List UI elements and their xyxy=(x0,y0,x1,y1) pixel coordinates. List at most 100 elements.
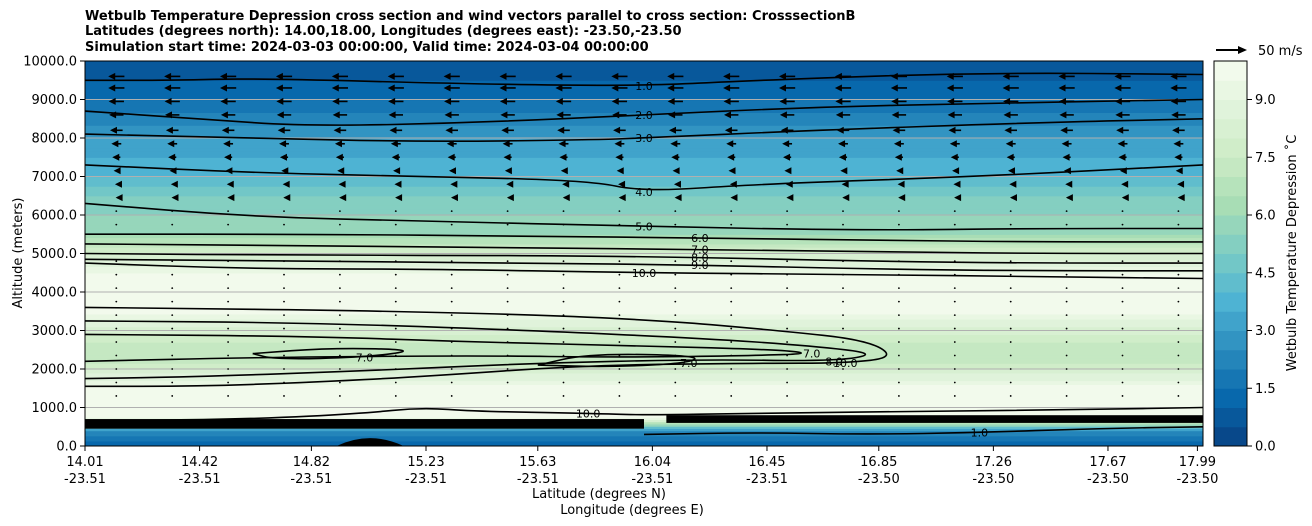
wind-vector xyxy=(109,111,124,119)
wind-vector xyxy=(331,72,349,80)
wind-vector-head xyxy=(1058,72,1066,80)
wind-vector-head xyxy=(611,84,619,92)
contour-lines: 1.02.03.04.05.06.07.08.09.010.010.08.07.… xyxy=(85,72,1203,440)
wind-vector xyxy=(1171,111,1186,119)
wind-vector xyxy=(339,381,341,384)
wind-vector xyxy=(953,223,956,226)
wind-vector-head xyxy=(391,153,399,161)
wind-vector-head xyxy=(947,97,955,105)
wind-vector xyxy=(949,140,960,148)
wind-vector xyxy=(1170,72,1187,80)
wind-vector xyxy=(842,210,844,213)
wind-vector xyxy=(1009,327,1012,330)
fill-band xyxy=(85,237,1203,242)
wind-vector-head xyxy=(670,140,678,148)
fill-band xyxy=(85,138,1203,142)
wind-vector-head xyxy=(1119,167,1127,175)
contour-label: 8.0 xyxy=(691,251,709,264)
wind-vector xyxy=(339,354,341,357)
fill-band xyxy=(85,272,1203,276)
contour-line xyxy=(85,72,1203,87)
wind-vector xyxy=(618,354,621,357)
wind-vector xyxy=(1114,97,1131,105)
wind-vector xyxy=(730,210,733,213)
fill-band xyxy=(85,234,1203,239)
wind-vector xyxy=(1177,260,1180,263)
wind-vector xyxy=(227,223,230,226)
wind-vector xyxy=(276,111,292,119)
wind-vector xyxy=(898,273,900,276)
wind-vector xyxy=(443,84,460,92)
wind-vector xyxy=(449,167,457,175)
x-tick-label-lat: 14.42 xyxy=(181,455,218,470)
wind-vector xyxy=(786,260,789,263)
wind-vector xyxy=(283,273,285,276)
wind-vector xyxy=(450,194,458,202)
wind-vector xyxy=(220,72,237,80)
fill-band xyxy=(85,211,1203,216)
fill-band xyxy=(85,221,1203,226)
wind-vector xyxy=(671,153,680,161)
fill-band xyxy=(85,305,1203,308)
contour-label: 10.0 xyxy=(833,357,858,370)
wind-vector xyxy=(842,327,844,330)
land-mask-band xyxy=(666,415,1203,423)
wind-vector-head xyxy=(226,180,234,188)
wind-vector-head xyxy=(779,111,787,119)
wind-vector-head xyxy=(946,72,954,80)
wind-vector xyxy=(1170,84,1187,92)
wind-vector-head xyxy=(560,167,568,175)
colorbar-tick-label: 9.0 xyxy=(1255,93,1276,108)
wind-vector-head xyxy=(337,167,345,175)
wind-vector xyxy=(730,223,733,226)
wind-vector xyxy=(171,194,179,202)
wind-vector xyxy=(171,300,174,303)
wind-vector xyxy=(389,126,403,134)
wind-vector-head xyxy=(110,126,118,134)
wind-vector xyxy=(954,194,962,202)
fill-band xyxy=(85,259,1203,264)
wind-vector xyxy=(667,72,684,80)
fill-band xyxy=(85,380,1203,385)
wind-vector xyxy=(842,300,844,303)
wind-vector xyxy=(618,341,621,343)
wind-vector xyxy=(898,354,900,357)
colorbar-swatch xyxy=(1214,215,1247,235)
wind-vector-head xyxy=(897,180,905,188)
fill-band xyxy=(85,80,1203,85)
colorbar-tick-label: 4.5 xyxy=(1255,266,1276,281)
wind-vector-head xyxy=(504,167,512,175)
wind-vector xyxy=(786,194,794,202)
wind-vector xyxy=(1121,260,1124,263)
wind-vector xyxy=(1117,140,1128,148)
fill-band xyxy=(85,150,1203,155)
wind-vector xyxy=(618,314,621,316)
x-tick-label-lon: -23.51 xyxy=(405,472,447,487)
colorbar-swatch xyxy=(1214,388,1247,408)
colorbar-swatch xyxy=(1214,292,1247,312)
wind-vector-head xyxy=(1114,97,1122,105)
wind-vector xyxy=(221,126,235,134)
wind-vector xyxy=(1121,314,1124,316)
wind-vector xyxy=(1065,194,1073,202)
wind-vector xyxy=(171,381,174,384)
wind-vector xyxy=(450,395,453,397)
wind-vector-head xyxy=(443,72,451,80)
wind-vector xyxy=(227,395,230,397)
wind-vector-head xyxy=(834,84,842,92)
wind-vector xyxy=(223,140,234,148)
wind-vector-head xyxy=(503,153,511,161)
wind-vector xyxy=(947,97,963,105)
wind-vector-head xyxy=(1009,194,1017,202)
wind-vector xyxy=(283,260,285,263)
fill-band xyxy=(85,195,1203,200)
wind-vector xyxy=(898,210,900,213)
wind-vector xyxy=(164,84,181,92)
wind-vector xyxy=(332,111,348,119)
wind-vector xyxy=(898,381,900,384)
wind-vector xyxy=(894,153,903,161)
wind-vector xyxy=(450,287,453,290)
wind-vector xyxy=(333,126,347,134)
fill-band xyxy=(85,179,1203,184)
wind-vector xyxy=(723,72,740,80)
